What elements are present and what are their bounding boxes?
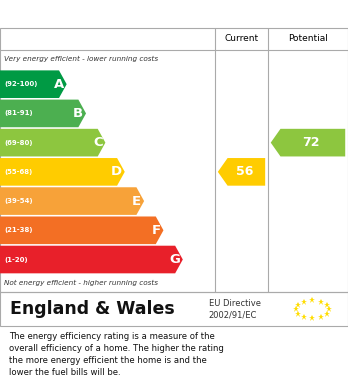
Text: (21-38): (21-38) xyxy=(4,227,33,233)
Polygon shape xyxy=(0,187,144,215)
Polygon shape xyxy=(0,70,67,98)
Text: E: E xyxy=(132,195,141,208)
Polygon shape xyxy=(218,158,265,186)
Text: (39-54): (39-54) xyxy=(4,198,33,204)
Text: C: C xyxy=(93,136,103,149)
Text: 56: 56 xyxy=(236,165,253,178)
Text: Very energy efficient - lower running costs: Very energy efficient - lower running co… xyxy=(4,56,158,62)
Polygon shape xyxy=(271,129,345,156)
Polygon shape xyxy=(0,129,105,156)
Text: England & Wales: England & Wales xyxy=(10,300,175,318)
Text: Energy Efficiency Rating: Energy Efficiency Rating xyxy=(9,7,211,22)
Text: The energy efficiency rating is a measure of the
overall efficiency of a home. T: The energy efficiency rating is a measur… xyxy=(9,332,223,377)
Text: (69-80): (69-80) xyxy=(4,140,33,145)
Text: (92-100): (92-100) xyxy=(4,81,38,87)
Text: (1-20): (1-20) xyxy=(4,256,28,262)
Text: D: D xyxy=(111,165,122,178)
Polygon shape xyxy=(0,158,125,186)
Text: Not energy efficient - higher running costs: Not energy efficient - higher running co… xyxy=(4,280,158,286)
Text: G: G xyxy=(169,253,180,266)
Text: 72: 72 xyxy=(302,136,320,149)
Polygon shape xyxy=(0,217,164,244)
Text: (81-91): (81-91) xyxy=(4,110,33,117)
Text: A: A xyxy=(54,78,64,91)
Text: F: F xyxy=(151,224,161,237)
Text: Current: Current xyxy=(224,34,259,43)
Text: EU Directive
2002/91/EC: EU Directive 2002/91/EC xyxy=(209,299,261,320)
Text: B: B xyxy=(73,107,83,120)
Polygon shape xyxy=(0,246,183,273)
Text: (55-68): (55-68) xyxy=(4,169,32,175)
Text: Potential: Potential xyxy=(288,34,328,43)
Polygon shape xyxy=(0,100,86,127)
